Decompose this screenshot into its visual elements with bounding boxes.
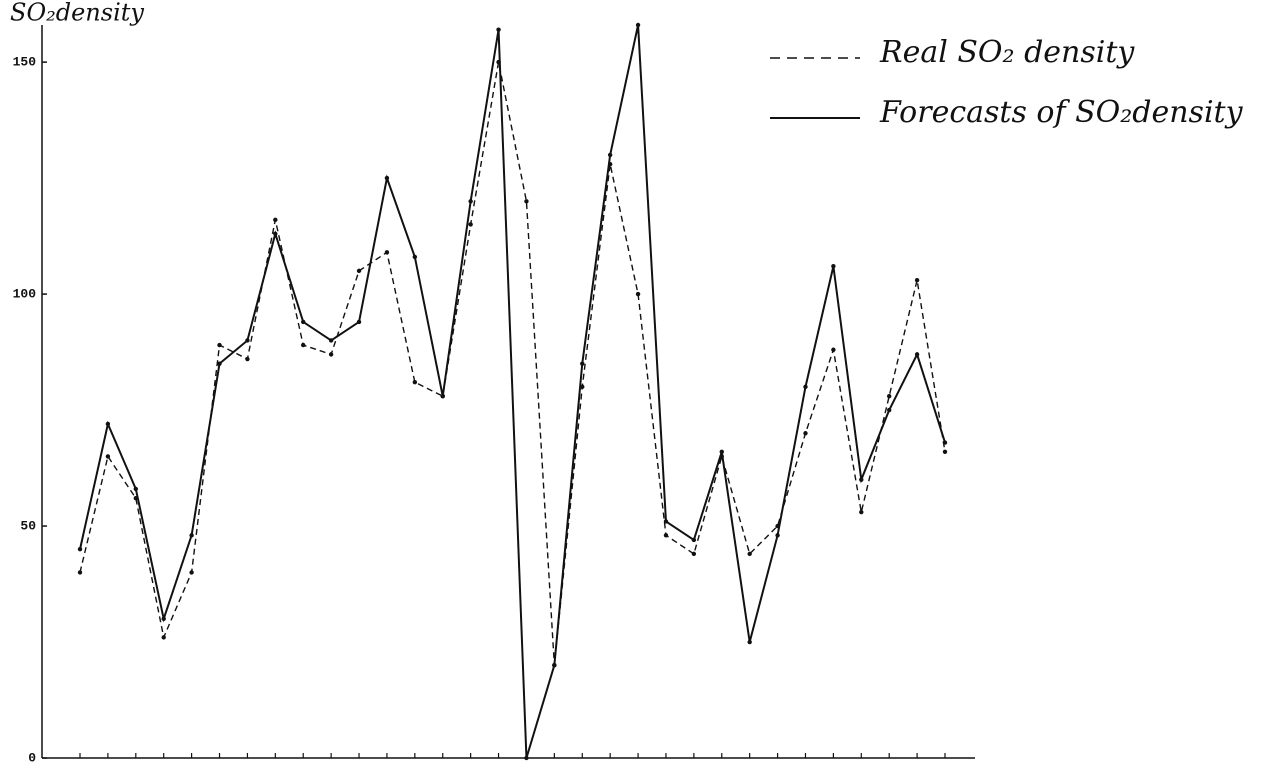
- data-point: [384, 175, 390, 181]
- data-point: [524, 199, 529, 204]
- data-point: [719, 449, 724, 455]
- data-point: [77, 570, 83, 575]
- y-axis-label: SO₂density: [10, 0, 144, 27]
- data-point: [161, 616, 166, 622]
- data-point: [691, 551, 697, 557]
- y-tick-label: 50: [20, 518, 36, 533]
- data-point: [217, 342, 222, 348]
- data-point: [607, 152, 613, 158]
- data-point: [886, 407, 892, 413]
- y-tick-label: 150: [13, 55, 37, 70]
- data-point: [496, 27, 501, 32]
- y-tick-label: 0: [28, 750, 36, 765]
- data-point: [105, 421, 111, 427]
- data-point: [412, 254, 418, 260]
- data-point: [524, 755, 529, 761]
- data-point: [77, 547, 83, 552]
- data-point: [803, 431, 808, 436]
- data-point: [580, 361, 585, 366]
- data-point: [747, 551, 752, 557]
- data-point: [831, 264, 836, 269]
- data-point: [942, 440, 948, 445]
- series-line: [79, 24, 946, 759]
- data-point: [663, 519, 669, 524]
- data-point: [273, 217, 278, 223]
- data-point: [245, 356, 250, 362]
- data-point: [886, 393, 892, 399]
- data-point: [663, 533, 669, 538]
- data-point: [301, 319, 306, 325]
- data-point: [161, 635, 166, 640]
- data-point: [468, 222, 473, 227]
- data-point: [356, 268, 362, 274]
- data-point: [859, 477, 864, 482]
- data-point: [859, 509, 864, 515]
- data-point: [301, 342, 306, 348]
- data-point: [831, 347, 836, 352]
- data-point: [775, 533, 780, 538]
- data-point: [328, 352, 334, 357]
- data-point: [356, 319, 362, 325]
- data-point: [747, 639, 752, 645]
- data-point: [273, 231, 278, 236]
- data-point: [217, 361, 222, 366]
- series-line: [79, 61, 946, 666]
- data-point: [105, 454, 111, 459]
- legend-label: Real SO₂ density: [879, 35, 1135, 70]
- data-point: [691, 537, 697, 543]
- data-point: [245, 338, 250, 343]
- data-point: [440, 393, 445, 399]
- data-point: [412, 380, 418, 385]
- data-point: [635, 291, 641, 297]
- data-point: [468, 199, 473, 204]
- data-point: [328, 338, 334, 343]
- data-point: [384, 250, 390, 255]
- data-point: [189, 533, 194, 538]
- legend-label: Forecasts of SO₂density: [879, 95, 1244, 130]
- data-point: [942, 449, 948, 455]
- data-point: [914, 277, 920, 283]
- data-point: [133, 486, 139, 492]
- data-point: [552, 663, 557, 668]
- data-point: [189, 570, 194, 575]
- data-point: [803, 384, 808, 390]
- y-tick-label: 100: [13, 287, 37, 302]
- data-point: [635, 22, 641, 28]
- data-point: [914, 352, 920, 357]
